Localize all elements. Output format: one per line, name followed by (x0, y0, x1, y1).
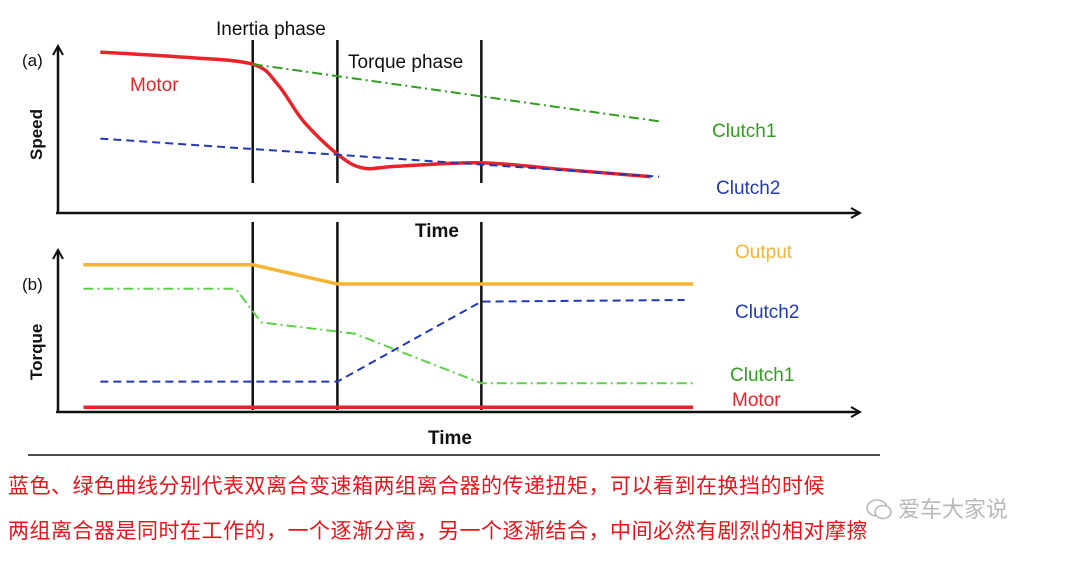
speed-series (100, 50, 660, 179)
torque-series-clutch2 (100, 299, 685, 383)
speed-axis-label: Speed (27, 109, 46, 160)
label-clutch2-a: Clutch2 (716, 178, 780, 199)
torque-phase-label: Torque phase (348, 52, 463, 73)
speed-x-axis-label: Time (415, 221, 459, 242)
label-clutch1-a: Clutch1 (712, 121, 776, 142)
label-motor-b: Motor (732, 390, 781, 411)
watermark-text: 爱车大家说 (898, 498, 1009, 523)
torque-series-clutch1 (83, 287, 693, 385)
torque-x-axis-label: Time (428, 428, 472, 449)
panel-a-label: (a) (22, 51, 43, 70)
caption-line-1: 蓝色、绿色曲线分别代表双离合变速箱两组离合器的传递扭矩，可以看到在换挡的时候 (8, 474, 825, 498)
phase-boundaries (251, 222, 483, 410)
label-output-b: Output (735, 242, 793, 263)
torque-series-output (83, 263, 693, 286)
label-motor-a: Motor (130, 75, 179, 96)
torque-series (83, 263, 693, 409)
inertia-phase-label: Inertia phase (216, 19, 326, 40)
caption-line-2: 两组离合器是同时在工作的，一个逐渐分离，另一个逐渐结合，中间必然有剧烈的相对摩擦 (8, 519, 868, 543)
speed-series-clutch2 (100, 137, 660, 178)
label-clutch2-b: Clutch2 (735, 302, 799, 323)
panel-b-label: (b) (22, 275, 43, 294)
watermark: 爱车大家说 (866, 492, 1008, 524)
torque-axis-label: Torque (27, 324, 46, 380)
torque-panel: (b) Torque Time (22, 222, 860, 449)
speed-series-clutch1 (252, 63, 660, 123)
chat-bubble-icon (866, 499, 892, 520)
speed-panel: (a) Speed Time Inertia phase Torque phas… (22, 19, 860, 242)
label-clutch1-b: Clutch1 (730, 365, 794, 386)
